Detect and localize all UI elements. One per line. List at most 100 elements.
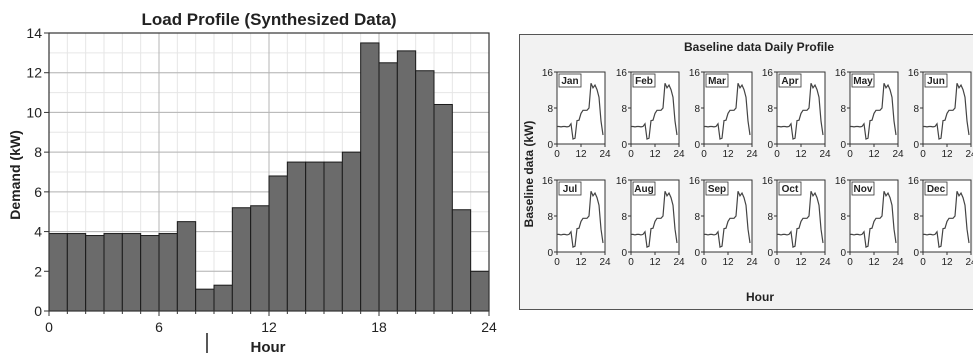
- x-tick-label: 24: [965, 149, 973, 160]
- month-label: Jun: [927, 76, 945, 87]
- y-tick-label: 0: [547, 140, 553, 151]
- x-tick-label: 12: [795, 257, 807, 268]
- left-chart-title: Load Profile (Synthesized Data): [141, 10, 396, 29]
- month-label: Oct: [782, 184, 799, 195]
- panel-dec: Dec 0 8 16 0 12 24: [908, 176, 973, 268]
- y-tick-label: 8: [694, 104, 700, 115]
- y-tick-label: 0: [913, 140, 919, 151]
- y-tick-label: 8: [767, 212, 773, 223]
- bar: [305, 161, 325, 312]
- panel-sep: Sep 0 8 16 0 12 24: [689, 176, 758, 268]
- bar: [66, 233, 87, 312]
- month-label: May: [853, 76, 873, 87]
- x-tick-label: 12: [575, 257, 587, 268]
- month-label-box: [924, 73, 948, 88]
- y-tick-label: 16: [762, 68, 774, 79]
- x-tick-label: 6: [155, 319, 163, 335]
- y-tick-label: 16: [689, 176, 701, 187]
- x-tick-label: 24: [892, 257, 904, 268]
- y-tick-label: 16: [689, 68, 701, 79]
- x-tick-label: 24: [673, 257, 685, 268]
- month-label: Sep: [708, 184, 726, 195]
- x-tick-label: 0: [628, 257, 634, 268]
- panel-nov: Nov 0 8 16 0 12 24: [835, 176, 904, 268]
- y-tick-label: 16: [542, 68, 554, 79]
- profile-line: [850, 191, 897, 248]
- y-tick-label: 10: [26, 104, 42, 120]
- profile-line: [631, 191, 678, 248]
- panel-aug: Aug 0 8 16 0 12 24: [616, 176, 685, 268]
- x-tick-label: 12: [941, 257, 953, 268]
- y-tick-label: 8: [913, 212, 919, 223]
- panel-feb: Feb 0 8 16 0 12 24: [616, 68, 685, 160]
- x-tick-label: 0: [554, 149, 560, 160]
- x-tick-label: 12: [722, 257, 734, 268]
- y-tick-label: 16: [908, 68, 920, 79]
- month-label-box: [558, 73, 582, 88]
- profile-line: [557, 83, 604, 140]
- panel-oct: Oct 0 8 16 0 12 24: [762, 176, 831, 268]
- x-tick-label: 0: [45, 319, 53, 335]
- x-tick-label: 12: [722, 149, 734, 160]
- y-tick-label: 16: [616, 68, 628, 79]
- x-tick-label: 0: [847, 257, 853, 268]
- x-tick-label: 12: [868, 149, 880, 160]
- x-tick-label: 24: [599, 149, 611, 160]
- y-tick-label: 8: [840, 104, 846, 115]
- month-label-box: [778, 73, 802, 88]
- y-tick-label: 4: [34, 224, 42, 240]
- month-label: Aug: [634, 184, 653, 195]
- x-tick-label: 24: [819, 257, 831, 268]
- y-tick-label: 0: [621, 248, 627, 259]
- panel-jun: Jun 0 8 16 0 12 24: [908, 68, 973, 160]
- x-tick-label: 0: [774, 149, 780, 160]
- y-tick-label: 6: [34, 184, 42, 200]
- profile-line: [631, 83, 678, 140]
- bar: [231, 207, 252, 312]
- x-tick-label: 0: [554, 257, 560, 268]
- panel-mar: Mar 0 8 16 0 12 24: [689, 68, 758, 160]
- x-tick-label: 12: [795, 149, 807, 160]
- bar: [268, 175, 288, 312]
- bar: [378, 62, 398, 312]
- month-label: Feb: [635, 76, 653, 87]
- bar: [396, 50, 417, 312]
- month-label-box: [632, 181, 656, 196]
- y-tick-label: 8: [913, 104, 919, 115]
- month-label-box: [705, 181, 729, 196]
- x-tick-label: 12: [649, 149, 661, 160]
- x-tick-label: 0: [701, 149, 707, 160]
- x-tick-label: 12: [261, 319, 277, 335]
- month-label-box: [924, 181, 948, 196]
- profile-line: [557, 191, 604, 248]
- y-tick-label: 12: [26, 65, 42, 81]
- bar: [48, 233, 68, 312]
- month-label: Dec: [927, 184, 946, 195]
- left-chart-bars: [48, 42, 490, 312]
- x-tick-label: 12: [575, 149, 587, 160]
- small-multiples: Jan 0 8 16 0 12 24 Feb 0 8 16 0 12 24 Mar 0 8 16 0 12 24 Apr 0…: [542, 68, 973, 268]
- y-tick-label: 0: [547, 248, 553, 259]
- y-tick-label: 16: [908, 176, 920, 187]
- x-tick-label: 12: [941, 149, 953, 160]
- x-tick-label: 0: [628, 149, 634, 160]
- x-tick-label: 0: [774, 257, 780, 268]
- y-tick-label: 8: [621, 104, 627, 115]
- y-tick-label: 2: [34, 263, 42, 279]
- panel-jan: Jan 0 8 16 0 12 24: [542, 68, 611, 160]
- left-chart-ylabel: Demand (kW): [7, 130, 23, 219]
- profile-line: [704, 191, 751, 248]
- y-tick-label: 8: [621, 212, 627, 223]
- y-tick-label: 8: [34, 144, 42, 160]
- bar: [140, 235, 160, 312]
- baseline-daily-profile-panel: Baseline data Daily Profile Baseline dat…: [519, 34, 973, 310]
- month-label: Nov: [854, 184, 873, 195]
- month-label-box: [851, 73, 875, 88]
- bar: [433, 103, 453, 312]
- bar: [103, 233, 123, 312]
- y-tick-label: 8: [547, 104, 553, 115]
- x-tick-label: 12: [649, 257, 661, 268]
- month-label-box: [851, 181, 875, 196]
- y-tick-label: 14: [26, 25, 42, 41]
- y-tick-label: 16: [762, 176, 774, 187]
